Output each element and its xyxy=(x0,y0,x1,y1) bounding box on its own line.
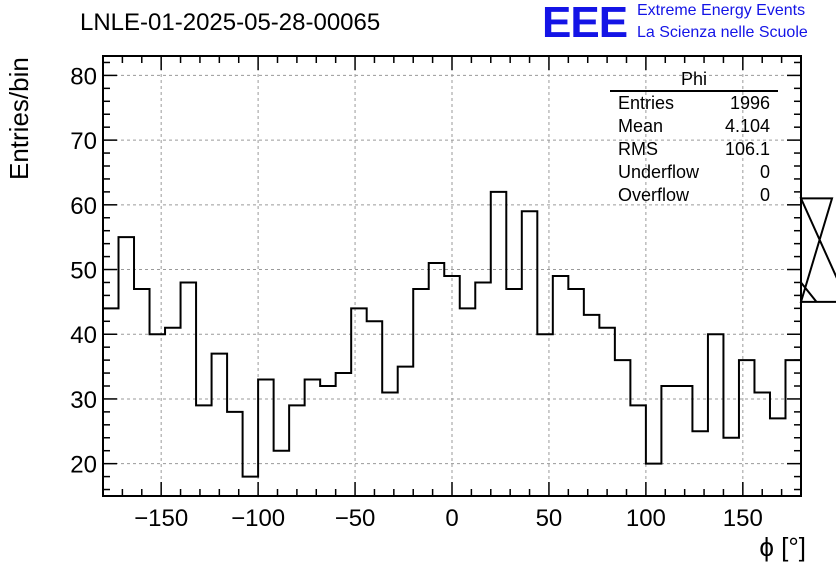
stats-value: 0 xyxy=(759,162,770,182)
histogram-bin xyxy=(258,380,274,496)
histogram-bin xyxy=(785,360,801,496)
y-tick-label: 50 xyxy=(70,258,97,285)
histogram-bin xyxy=(429,263,445,496)
histogram-line xyxy=(103,190,836,478)
histogram-bin xyxy=(491,192,507,496)
stats-row-overflow: Overflow 0 xyxy=(610,184,778,207)
histogram-bin xyxy=(584,315,600,496)
y-tick-label: 70 xyxy=(70,128,97,155)
stats-label: Overflow xyxy=(618,185,690,205)
x-tick-label: −50 xyxy=(335,505,376,532)
histogram-bin xyxy=(723,438,739,496)
histogram-bin xyxy=(646,464,662,496)
x-tick-label: −100 xyxy=(231,505,285,532)
histogram-bin xyxy=(537,334,553,496)
y-tick-label: 40 xyxy=(70,322,97,349)
histogram-bin xyxy=(367,321,383,496)
histogram-bin xyxy=(615,360,631,496)
stats-box-title: Phi xyxy=(610,68,778,92)
histogram-bin xyxy=(398,367,414,496)
stats-label: Underflow xyxy=(618,162,700,182)
histogram-bin xyxy=(754,392,770,496)
histogram-bin xyxy=(196,405,212,496)
x-axis-label: ϕ [°] xyxy=(759,532,806,562)
x-tick-label: −150 xyxy=(134,505,188,532)
x-tick-label: 100 xyxy=(626,505,666,532)
histogram-bin xyxy=(227,412,243,496)
stats-value: 106.1 xyxy=(724,139,770,159)
histogram-bin xyxy=(568,289,584,496)
histogram-bin xyxy=(599,328,615,496)
stats-box: Phi Entries 1996 Mean 4.104 RMS 106.1 Un… xyxy=(610,68,778,207)
stats-row-mean: Mean 4.104 xyxy=(610,115,778,138)
histogram-bin xyxy=(243,477,259,496)
logo-subtitle-1: Extreme Energy Events xyxy=(637,2,806,19)
stats-row-entries: Entries 1996 xyxy=(610,92,778,115)
histogram-bin xyxy=(413,289,429,496)
histogram-bin xyxy=(181,282,197,496)
stats-value: 4.104 xyxy=(724,116,770,136)
histogram-bin xyxy=(708,334,724,496)
x-tick-label: 150 xyxy=(723,505,763,532)
histogram-bin xyxy=(305,380,321,496)
histogram-bin xyxy=(134,289,150,496)
histogram-bin xyxy=(677,386,693,496)
stats-row-underflow: Underflow 0 xyxy=(610,161,778,184)
stats-row-rms: RMS 106.1 xyxy=(610,138,778,161)
stats-label: Entries xyxy=(618,93,675,113)
histogram-bin xyxy=(274,451,290,496)
y-axis-label: Entries/bin xyxy=(4,57,34,180)
y-tick-label: 30 xyxy=(70,387,97,414)
histogram-bin xyxy=(661,386,677,496)
histogram-bin xyxy=(336,373,352,496)
y-tick-label: 80 xyxy=(70,63,97,90)
histogram-bin xyxy=(119,237,135,496)
histogram-bin xyxy=(739,360,755,496)
histogram-bin xyxy=(553,276,569,496)
histogram-bin xyxy=(320,386,336,496)
histogram-bin xyxy=(150,334,166,496)
stats-label: RMS xyxy=(618,139,658,159)
logo-subtitle-2: La Scienza nelle Scuole xyxy=(637,24,808,41)
histogram-bin xyxy=(444,276,460,496)
stats-value: 1996 xyxy=(729,93,770,113)
histogram-bin xyxy=(103,308,119,496)
histogram-bin xyxy=(165,328,181,496)
x-tick-label: 0 xyxy=(445,505,458,532)
histogram-bin xyxy=(506,289,522,496)
histogram-bin xyxy=(382,392,398,496)
histogram-bin xyxy=(475,282,491,496)
histogram-bin xyxy=(351,308,367,496)
histogram-bin xyxy=(460,308,476,496)
stats-label: Mean xyxy=(618,116,664,136)
histogram-bin xyxy=(289,405,305,496)
x-tick-label: 50 xyxy=(536,505,563,532)
histogram-bin xyxy=(770,418,786,496)
y-tick-label: 20 xyxy=(70,452,97,479)
histogram-bin xyxy=(522,211,538,496)
histogram-bin xyxy=(692,431,708,496)
stats-value: 0 xyxy=(759,185,770,205)
histogram-title: LNLE-01-2025-05-28-00065 xyxy=(80,9,381,36)
eee-logo: EEE xyxy=(542,0,628,47)
histogram-bin xyxy=(630,405,646,496)
histogram-bin xyxy=(212,354,228,496)
y-tick-label: 60 xyxy=(70,193,97,220)
